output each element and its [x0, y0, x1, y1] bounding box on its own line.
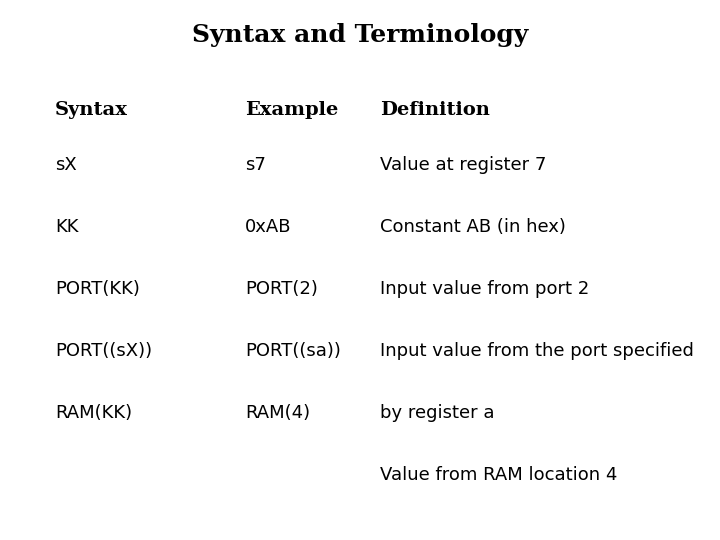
- Text: PORT(2): PORT(2): [245, 280, 318, 298]
- Text: Value from RAM location 4: Value from RAM location 4: [380, 466, 617, 484]
- Text: by register a: by register a: [380, 404, 495, 422]
- Text: sX: sX: [55, 156, 77, 174]
- Text: RAM(KK): RAM(KK): [55, 404, 132, 422]
- Text: Syntax: Syntax: [55, 101, 128, 119]
- Text: Definition: Definition: [380, 101, 490, 119]
- Text: Syntax and Terminology: Syntax and Terminology: [192, 23, 528, 47]
- Text: Example: Example: [245, 101, 338, 119]
- Text: RAM(4): RAM(4): [245, 404, 310, 422]
- Text: PORT((sa)): PORT((sa)): [245, 342, 341, 360]
- Text: 0xAB: 0xAB: [245, 218, 292, 236]
- Text: PORT((sX)): PORT((sX)): [55, 342, 152, 360]
- Text: Constant AB (in hex): Constant AB (in hex): [380, 218, 566, 236]
- Text: Input value from the port specified: Input value from the port specified: [380, 342, 694, 360]
- Text: PORT(KK): PORT(KK): [55, 280, 140, 298]
- Text: Input value from port 2: Input value from port 2: [380, 280, 589, 298]
- Text: Value at register 7: Value at register 7: [380, 156, 546, 174]
- Text: s7: s7: [245, 156, 266, 174]
- Text: KK: KK: [55, 218, 78, 236]
